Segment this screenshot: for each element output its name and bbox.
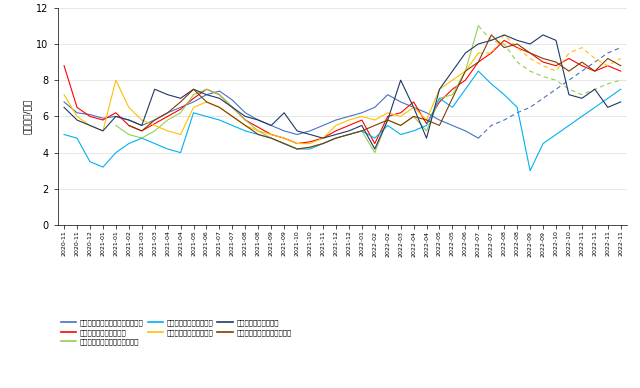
Legend: 北京新发地农副产品批发市场中心, 郑州万邦农产品批发市场, 湖南（长沙）红星水果批发市场, 成都荷润农产品批发市场, 沈阳八家子水果批发市场, 浙江嘉兴水果批发: 北京新发地农副产品批发市场中心, 郑州万邦农产品批发市场, 湖南（长沙）红星水果… xyxy=(61,320,291,345)
Y-axis label: 单位：元/公斤: 单位：元/公斤 xyxy=(23,99,32,134)
